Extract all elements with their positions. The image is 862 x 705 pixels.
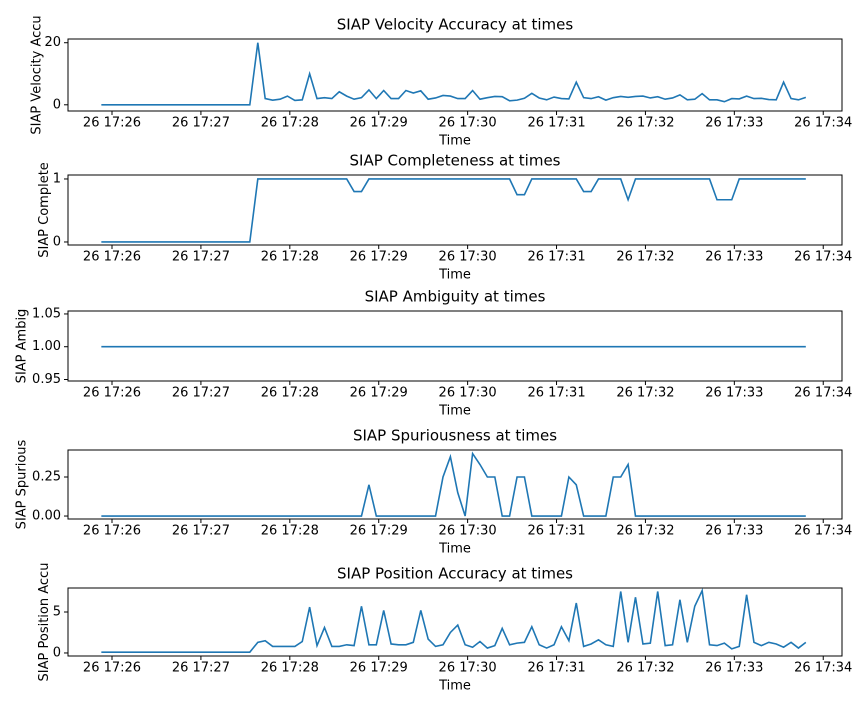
y-tick-label: 1 (53, 171, 61, 186)
y-tick-label: 0.95 (32, 372, 61, 387)
data-line (101, 178, 806, 243)
y-tick-label: 0.25 (32, 470, 61, 485)
y-tick-label: 0 (53, 645, 61, 660)
subplot-title: SIAP Completeness at times (350, 152, 561, 170)
axes-frame (67, 587, 843, 657)
y-axis-label: SIAP Spurious (15, 439, 30, 529)
x-tick-label: 26 17:34 (794, 524, 852, 539)
x-tick-label: 26 17:26 (83, 116, 141, 131)
axes-frame (67, 174, 843, 246)
x-tick-label: 26 17:29 (350, 524, 408, 539)
x-tick-label: 26 17:30 (439, 524, 497, 539)
subplot-title: SIAP Position Accuracy at times (337, 565, 573, 583)
x-tick-label: 26 17:27 (172, 250, 230, 265)
x-tick-label: 26 17:27 (172, 524, 230, 539)
x-tick-label: 26 17:33 (705, 386, 763, 401)
y-tick-label: 0 (53, 97, 61, 112)
x-tick-label: 26 17:32 (616, 116, 674, 131)
x-tick-label: 26 17:28 (261, 116, 319, 131)
x-tick-label: 26 17:31 (527, 386, 585, 401)
x-tick-label: 26 17:29 (350, 386, 408, 401)
x-tick-label: 26 17:29 (350, 661, 408, 676)
x-tick-label: 26 17:31 (527, 661, 585, 676)
x-tick-label: 26 17:32 (616, 250, 674, 265)
y-tick-label: 0 (53, 234, 61, 249)
x-tick-label: 26 17:31 (527, 524, 585, 539)
y-axis-label: SIAP Ambig (15, 309, 30, 384)
y-tick-label: 1.05 (32, 306, 61, 321)
x-tick-label: 26 17:33 (705, 116, 763, 131)
x-tick-label: 26 17:34 (794, 250, 852, 265)
y-axis-label: SIAP Position Accu (37, 563, 52, 682)
subplot-title: SIAP Velocity Accuracy at times (337, 16, 574, 34)
x-tick-label: 26 17:32 (616, 524, 674, 539)
x-tick-label: 26 17:26 (83, 524, 141, 539)
axes-frame (67, 310, 843, 382)
x-tick-label: 26 17:30 (439, 661, 497, 676)
data-line (101, 451, 806, 517)
x-tick-label: 26 17:34 (794, 386, 852, 401)
x-tick-label: 26 17:27 (172, 661, 230, 676)
y-axis-label: SIAP Complete (37, 162, 52, 258)
y-axis-label: SIAP Velocity Accu (30, 15, 45, 134)
x-tick-label: 26 17:31 (527, 116, 585, 131)
x-tick-label: 26 17:29 (350, 116, 408, 131)
x-axis-label: Time (438, 679, 471, 694)
axes-frame (67, 449, 843, 520)
x-tick-label: 26 17:26 (83, 386, 141, 401)
x-axis-label: Time (438, 268, 471, 283)
x-tick-label: 26 17:28 (261, 661, 319, 676)
x-tick-label: 26 17:30 (439, 386, 497, 401)
x-tick-label: 26 17:30 (439, 250, 497, 265)
x-tick-label: 26 17:30 (439, 116, 497, 131)
x-tick-label: 26 17:32 (616, 661, 674, 676)
x-tick-label: 26 17:28 (261, 386, 319, 401)
y-tick-label: 20 (44, 35, 61, 50)
axes-frame (67, 38, 843, 112)
data-line (101, 587, 807, 653)
x-tick-label: 26 17:31 (527, 250, 585, 265)
data-line (101, 42, 807, 106)
x-axis-label: Time (438, 134, 471, 149)
subplot-title: SIAP Spuriousness at times (353, 427, 557, 445)
subplot-title: SIAP Ambiguity at times (365, 288, 546, 306)
x-tick-label: 26 17:33 (705, 250, 763, 265)
x-tick-label: 26 17:27 (172, 386, 230, 401)
x-tick-label: 26 17:29 (350, 250, 408, 265)
y-tick-label: 1.00 (32, 339, 61, 354)
x-tick-label: 26 17:26 (83, 661, 141, 676)
x-tick-label: 26 17:34 (794, 116, 852, 131)
x-tick-label: 26 17:28 (261, 250, 319, 265)
x-tick-label: 26 17:27 (172, 116, 230, 131)
x-tick-label: 26 17:33 (705, 661, 763, 676)
x-axis-label: Time (438, 404, 471, 419)
x-tick-label: 26 17:33 (705, 524, 763, 539)
y-tick-label: 0.00 (32, 509, 61, 524)
y-tick-label: 5 (53, 605, 61, 620)
x-tick-label: 26 17:26 (83, 250, 141, 265)
x-axis-label: Time (438, 542, 471, 557)
x-tick-label: 26 17:32 (616, 386, 674, 401)
x-tick-label: 26 17:28 (261, 524, 319, 539)
x-tick-label: 26 17:34 (794, 661, 852, 676)
